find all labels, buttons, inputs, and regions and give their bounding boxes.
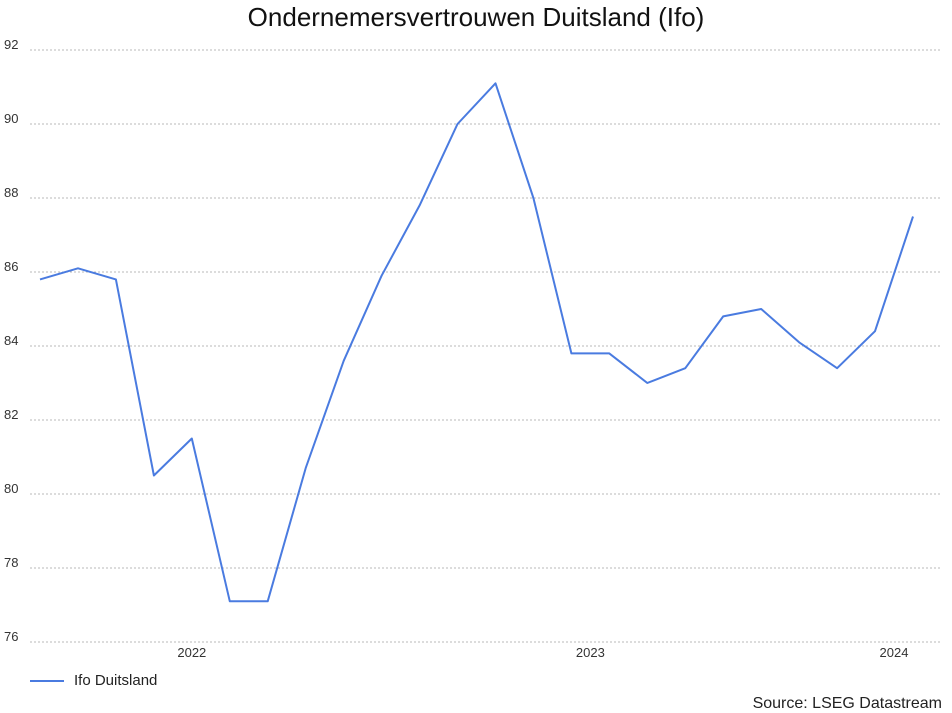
y-tick-label: 78 <box>4 555 18 570</box>
series-layer <box>39 82 914 603</box>
series-line <box>39 82 914 603</box>
y-tick-label: 86 <box>4 259 18 274</box>
legend: Ifo Duitsland <box>30 672 157 689</box>
y-tick-label: 84 <box>4 333 18 348</box>
x-tick-label: 2023 <box>576 645 605 660</box>
y-tick-label: 92 <box>4 37 18 52</box>
chart-title: Ondernemersvertrouwen Duitsland (Ifo) <box>247 2 705 32</box>
y-axis-ticks: 76 78 80 82 84 86 88 90 92 <box>4 37 18 644</box>
y-tick-label: 76 <box>4 629 18 644</box>
x-tick-label: 2022 <box>177 645 206 660</box>
y-tick-label: 82 <box>4 407 18 422</box>
legend-label: Ifo Duitsland <box>74 672 158 689</box>
legend-swatch <box>30 679 64 682</box>
y-tick-label: 88 <box>4 185 18 200</box>
x-tick-label: 2024 <box>880 645 909 660</box>
y-tick-label: 80 <box>4 481 18 496</box>
x-axis-ticks: 2022 2023 2024 <box>177 645 908 660</box>
y-tick-label: 90 <box>4 111 18 126</box>
source-note: Source: LSEG Datastream <box>752 695 942 712</box>
